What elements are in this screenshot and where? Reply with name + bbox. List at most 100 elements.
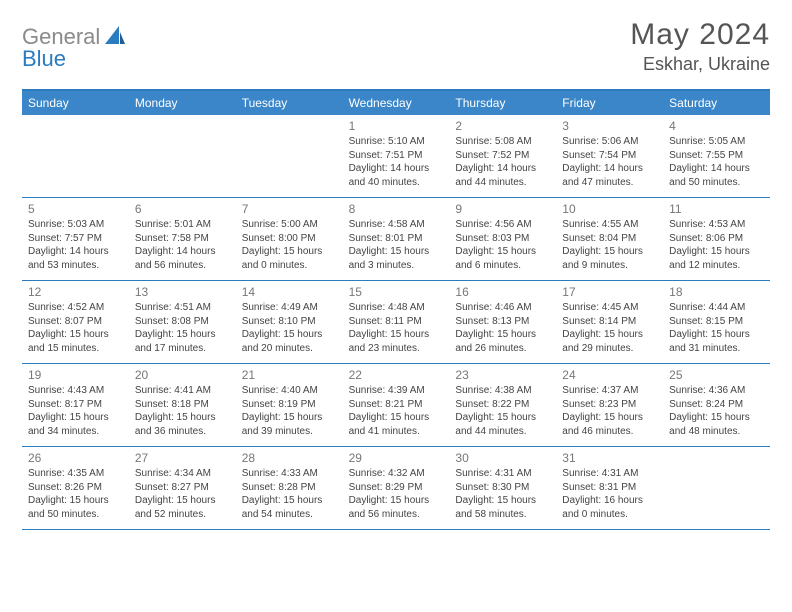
day-info: Sunrise: 4:41 AMSunset: 8:18 PMDaylight:… <box>135 384 230 438</box>
day-cell <box>236 115 343 197</box>
day-number: 5 <box>28 202 123 216</box>
day-cell: 15Sunrise: 4:48 AMSunset: 8:11 PMDayligh… <box>343 281 450 363</box>
week-row: 12Sunrise: 4:52 AMSunset: 8:07 PMDayligh… <box>22 281 770 364</box>
day-header-thu: Thursday <box>449 91 556 115</box>
day-cell: 14Sunrise: 4:49 AMSunset: 8:10 PMDayligh… <box>236 281 343 363</box>
day-number: 3 <box>562 119 657 133</box>
day-cell: 20 Sunrise: 4:41 AMSunset: 8:18 PMDayligh… <box>129 364 236 446</box>
day-cell: 23 Sunrise: 4:38 AMSunset: 8:22 PMDayligh… <box>449 364 556 446</box>
day-number: 22 <box>349 368 444 382</box>
day-cell: 9 Sunrise: 4:56 AMSunset: 8:03 PMDaylight… <box>449 198 556 280</box>
day-cell: 19 Sunrise: 4:43 AMSunset: 8:17 PMDayligh… <box>22 364 129 446</box>
day-number: 18 <box>669 285 764 299</box>
day-number: 10 <box>562 202 657 216</box>
day-info: Sunrise: 4:39 AMSunset: 8:21 PMDaylight:… <box>349 384 444 438</box>
day-cell: 17Sunrise: 4:45 AMSunset: 8:14 PMDayligh… <box>556 281 663 363</box>
day-number: 26 <box>28 451 123 465</box>
day-info: Sunrise: 4:46 AMSunset: 8:13 PMDaylight:… <box>455 301 550 355</box>
day-info: Sunrise: 4:58 AMSunset: 8:01 PMDaylight:… <box>349 218 444 272</box>
day-info: Sunrise: 4:35 AMSunset: 8:26 PMDaylight:… <box>28 467 123 521</box>
day-info: Sunrise: 4:53 AMSunset: 8:06 PMDaylight:… <box>669 218 764 272</box>
day-cell <box>663 447 770 529</box>
day-cell: 21Sunrise: 4:40 AMSunset: 8:19 PMDayligh… <box>236 364 343 446</box>
day-info: Sunrise: 4:34 AMSunset: 8:27 PMDaylight:… <box>135 467 230 521</box>
day-cell: 30Sunrise: 4:31 AMSunset: 8:30 PMDayligh… <box>449 447 556 529</box>
day-cell: 7 Sunrise: 5:00 AMSunset: 8:00 PMDaylight… <box>236 198 343 280</box>
day-info: Sunrise: 5:03 AMSunset: 7:57 PMDaylight:… <box>28 218 123 272</box>
day-number: 16 <box>455 285 550 299</box>
day-header-fri: Friday <box>556 91 663 115</box>
day-info: Sunrise: 5:06 AMSunset: 7:54 PMDaylight:… <box>562 135 657 189</box>
day-cell: 8Sunrise: 4:58 AMSunset: 8:01 PMDaylight… <box>343 198 450 280</box>
title-block: May 2024 Eskhar, Ukraine <box>630 18 770 75</box>
day-header-tue: Tuesday <box>236 91 343 115</box>
day-info: Sunrise: 4:37 AMSunset: 8:23 PMDaylight:… <box>562 384 657 438</box>
day-info: Sunrise: 4:49 AMSunset: 8:10 PMDaylight:… <box>242 301 337 355</box>
day-number: 23 <box>455 368 550 382</box>
day-cell: 31 Sunrise: 4:31 AMSunset: 8:31 PMDayligh… <box>556 447 663 529</box>
day-cell: 28 Sunrise: 4:33 AMSunset: 8:28 PMDayligh… <box>236 447 343 529</box>
day-number: 15 <box>349 285 444 299</box>
day-info: Sunrise: 4:55 AMSunset: 8:04 PMDaylight:… <box>562 218 657 272</box>
day-number: 31 <box>562 451 657 465</box>
week-row: 5 Sunrise: 5:03 AMSunset: 7:57 PMDaylight… <box>22 198 770 281</box>
day-info: Sunrise: 5:10 AMSunset: 7:51 PMDaylight:… <box>349 135 444 189</box>
day-cell <box>129 115 236 197</box>
day-number: 11 <box>669 202 764 216</box>
week-row: 1 Sunrise: 5:10 AMSunset: 7:51 PMDaylight… <box>22 115 770 198</box>
day-info: Sunrise: 4:40 AMSunset: 8:19 PMDaylight:… <box>242 384 337 438</box>
location-label: Eskhar, Ukraine <box>630 54 770 75</box>
day-number: 4 <box>669 119 764 133</box>
day-number: 29 <box>349 451 444 465</box>
logo-text-blue: Blue <box>22 46 66 71</box>
day-number: 24 <box>562 368 657 382</box>
day-number: 28 <box>242 451 337 465</box>
day-info: Sunrise: 4:33 AMSunset: 8:28 PMDaylight:… <box>242 467 337 521</box>
day-number: 12 <box>28 285 123 299</box>
day-info: Sunrise: 4:38 AMSunset: 8:22 PMDaylight:… <box>455 384 550 438</box>
day-header-wed: Wednesday <box>343 91 450 115</box>
day-number: 9 <box>455 202 550 216</box>
day-info: Sunrise: 4:31 AMSunset: 8:31 PMDaylight:… <box>562 467 657 521</box>
day-cell: 29 Sunrise: 4:32 AMSunset: 8:29 PMDayligh… <box>343 447 450 529</box>
day-number: 20 <box>135 368 230 382</box>
day-cell: 16 Sunrise: 4:46 AMSunset: 8:13 PMDayligh… <box>449 281 556 363</box>
day-number: 19 <box>28 368 123 382</box>
day-number: 7 <box>242 202 337 216</box>
day-info: Sunrise: 5:00 AMSunset: 8:00 PMDaylight:… <box>242 218 337 272</box>
day-cell: 27Sunrise: 4:34 AMSunset: 8:27 PMDayligh… <box>129 447 236 529</box>
day-number: 17 <box>562 285 657 299</box>
day-cell: 18 Sunrise: 4:44 AMSunset: 8:15 PMDayligh… <box>663 281 770 363</box>
day-header-mon: Monday <box>129 91 236 115</box>
day-info: Sunrise: 5:01 AMSunset: 7:58 PMDaylight:… <box>135 218 230 272</box>
day-cell: 3 Sunrise: 5:06 AMSunset: 7:54 PMDaylight… <box>556 115 663 197</box>
day-info: Sunrise: 4:51 AMSunset: 8:08 PMDaylight:… <box>135 301 230 355</box>
day-cell: 13 Sunrise: 4:51 AMSunset: 8:08 PMDayligh… <box>129 281 236 363</box>
day-cell: 26 Sunrise: 4:35 AMSunset: 8:26 PMDayligh… <box>22 447 129 529</box>
calendar: Sunday Monday Tuesday Wednesday Thursday… <box>22 89 770 530</box>
day-header-sun: Sunday <box>22 91 129 115</box>
day-number: 1 <box>349 119 444 133</box>
day-number: 25 <box>669 368 764 382</box>
day-info: Sunrise: 5:08 AMSunset: 7:52 PMDaylight:… <box>455 135 550 189</box>
day-cell: 25 Sunrise: 4:36 AMSunset: 8:24 PMDayligh… <box>663 364 770 446</box>
week-row: 19 Sunrise: 4:43 AMSunset: 8:17 PMDayligh… <box>22 364 770 447</box>
day-info: Sunrise: 4:56 AMSunset: 8:03 PMDaylight:… <box>455 218 550 272</box>
week-row: 26 Sunrise: 4:35 AMSunset: 8:26 PMDayligh… <box>22 447 770 530</box>
day-cell: 22 Sunrise: 4:39 AMSunset: 8:21 PMDayligh… <box>343 364 450 446</box>
day-header-row: Sunday Monday Tuesday Wednesday Thursday… <box>22 91 770 115</box>
logo-sail-icon <box>105 26 125 49</box>
day-number: 13 <box>135 285 230 299</box>
day-info: Sunrise: 4:44 AMSunset: 8:15 PMDaylight:… <box>669 301 764 355</box>
day-cell <box>22 115 129 197</box>
day-info: Sunrise: 4:36 AMSunset: 8:24 PMDaylight:… <box>669 384 764 438</box>
day-cell: 11 Sunrise: 4:53 AMSunset: 8:06 PMDayligh… <box>663 198 770 280</box>
day-cell: 12Sunrise: 4:52 AMSunset: 8:07 PMDayligh… <box>22 281 129 363</box>
day-info: Sunrise: 4:32 AMSunset: 8:29 PMDaylight:… <box>349 467 444 521</box>
day-cell: 5 Sunrise: 5:03 AMSunset: 7:57 PMDaylight… <box>22 198 129 280</box>
day-info: Sunrise: 4:43 AMSunset: 8:17 PMDaylight:… <box>28 384 123 438</box>
day-cell: 10 Sunrise: 4:55 AMSunset: 8:04 PMDayligh… <box>556 198 663 280</box>
month-title: May 2024 <box>630 18 770 52</box>
weeks-container: 1 Sunrise: 5:10 AMSunset: 7:51 PMDaylight… <box>22 115 770 530</box>
day-cell: 2Sunrise: 5:08 AMSunset: 7:52 PMDaylight… <box>449 115 556 197</box>
